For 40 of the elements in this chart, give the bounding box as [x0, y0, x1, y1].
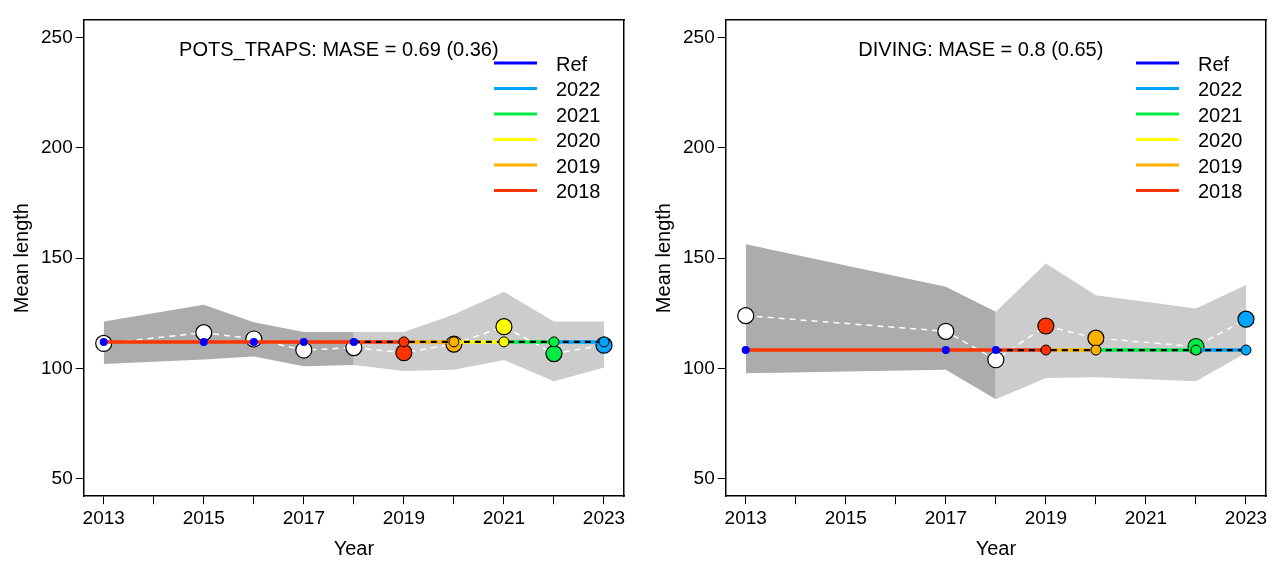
x-tick-label: 2015	[182, 506, 225, 528]
x-tick-label: 2023	[582, 506, 626, 528]
x-tick-label: 2019	[1024, 506, 1068, 528]
legend-label: 2020	[556, 129, 601, 152]
legend-label: Ref	[1198, 52, 1230, 75]
legend-label: 2019	[1198, 154, 1243, 177]
y-tick-label: 150	[683, 246, 715, 268]
x-axis-title: Year	[975, 536, 1017, 559]
x-tick-label: 2017	[924, 506, 967, 528]
x-tick-label: 2013	[82, 506, 125, 528]
text: POTS_TRAPS: MASE = 0.69 (0.36)	[179, 37, 499, 61]
legend-label: 2022	[556, 78, 601, 101]
text: DIVING: MASE = 0.8 (0.65)	[858, 37, 1104, 60]
legend-label: Ref	[556, 52, 588, 75]
x-axis-title: Year	[333, 536, 375, 559]
y-tick-label: 250	[41, 25, 73, 47]
legend-label: 2019	[556, 154, 601, 177]
x-tick-label: 2013	[724, 506, 767, 528]
x-tick-label: 2019	[382, 506, 426, 528]
y-tick-label: 200	[683, 136, 715, 158]
y-axis-title: Mean length	[9, 203, 32, 314]
legend-label: 2018	[556, 180, 601, 203]
x-tick-label: 2015	[824, 506, 867, 528]
y-axis-title: Mean length	[651, 203, 674, 314]
y-tick-label: 100	[683, 356, 715, 378]
legend-label: 2021	[1198, 103, 1243, 126]
y-tick-label: 100	[41, 356, 73, 378]
x-tick-label: 2023	[1224, 506, 1268, 528]
legend-label: 2022	[1198, 78, 1243, 101]
y-tick-label: 150	[41, 246, 73, 268]
legend-label: 2018	[1198, 180, 1243, 203]
x-tick-label: 2021	[1124, 506, 1168, 528]
y-tick-label: 250	[683, 25, 715, 47]
legend-label: 2021	[556, 103, 601, 126]
y-tick-label: 50	[693, 466, 715, 488]
y-tick-label: 50	[51, 466, 73, 488]
y-tick-label: 200	[41, 136, 73, 158]
x-tick-label: 2017	[282, 506, 325, 528]
x-tick-label: 2021	[482, 506, 526, 528]
legend-label: 2020	[1198, 129, 1243, 152]
